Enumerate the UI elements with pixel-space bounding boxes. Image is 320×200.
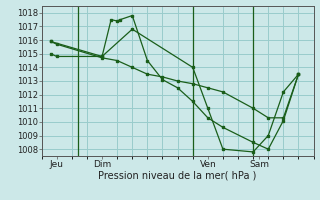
X-axis label: Pression niveau de la mer( hPa ): Pression niveau de la mer( hPa ) (99, 171, 257, 181)
